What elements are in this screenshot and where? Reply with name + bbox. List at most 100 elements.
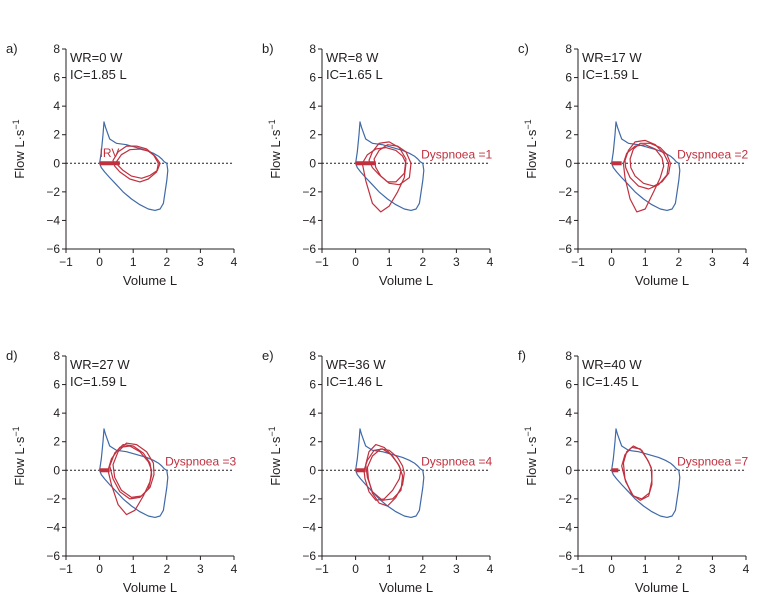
- y-tick-label: 6: [309, 71, 316, 85]
- y-tick-label: 0: [53, 156, 60, 170]
- y-tick-label: 8: [565, 42, 572, 56]
- x-axis-label: Volume L: [635, 580, 689, 595]
- y-tick-label: 2: [53, 128, 60, 142]
- maximal-flow-volume-loop: [99, 428, 169, 518]
- y-tick-label: −6: [46, 242, 60, 256]
- dyspnoea-label: Dyspnoea =1: [421, 147, 492, 161]
- y-axis-label: Flow L·s−1: [523, 426, 539, 485]
- y-axis-label: Flow L·s−1: [267, 119, 283, 178]
- x-tick-label: 1: [386, 255, 393, 269]
- panel-label: f): [518, 348, 526, 363]
- y-axis-label-text: Flow L·s: [12, 436, 27, 486]
- y-tick-label: 0: [309, 463, 316, 477]
- x-tick-label: 3: [453, 562, 460, 576]
- y-axis-label-superscript: −1: [267, 119, 277, 129]
- maximal-flow-volume-loop: [611, 121, 681, 211]
- x-tick-label: 4: [231, 562, 238, 576]
- dyspnoea-label: Dyspnoea =7: [677, 454, 748, 468]
- tidal-flow-volume-loop: [361, 147, 407, 213]
- x-tick-label: 4: [231, 255, 238, 269]
- y-tick-label: −6: [558, 549, 572, 563]
- y-tick-label: −2: [302, 185, 316, 199]
- y-tick-label: 0: [309, 156, 316, 170]
- x-tick-label: 2: [419, 562, 426, 576]
- y-tick-label: 6: [565, 71, 572, 85]
- x-tick-label: 1: [386, 562, 393, 576]
- x-tick-label: 2: [163, 255, 170, 269]
- tidal-flow-volume-loop: [107, 445, 153, 516]
- x-tick-label: 2: [675, 562, 682, 576]
- y-tick-label: −4: [302, 520, 316, 534]
- y-tick-label: −2: [302, 492, 316, 506]
- x-tick-label: 0: [96, 562, 103, 576]
- x-tick-label: 3: [197, 562, 204, 576]
- y-tick-label: 2: [309, 435, 316, 449]
- x-axis-label: Volume L: [379, 580, 433, 595]
- y-tick-label: 2: [53, 435, 60, 449]
- panel-annotation: WR=8 W: [326, 50, 379, 65]
- x-tick-label: 4: [743, 562, 750, 576]
- x-tick-label: 3: [709, 255, 716, 269]
- tidal-flow-volume-loop: [624, 139, 670, 190]
- panel-label: b): [262, 41, 274, 56]
- y-tick-label: −6: [302, 242, 316, 256]
- y-tick-label: −4: [558, 520, 572, 534]
- x-tick-label: −1: [315, 255, 329, 269]
- x-tick-label: 2: [675, 255, 682, 269]
- y-tick-label: 4: [309, 406, 316, 420]
- y-tick-label: −2: [46, 492, 60, 506]
- y-tick-label: −2: [558, 185, 572, 199]
- x-tick-label: 1: [642, 562, 649, 576]
- y-tick-label: 2: [309, 128, 316, 142]
- y-tick-label: 8: [309, 42, 316, 56]
- dyspnoea-label: Dyspnoea =4: [421, 454, 492, 468]
- x-tick-label: −1: [571, 562, 585, 576]
- x-tick-label: 2: [163, 562, 170, 576]
- y-tick-label: 0: [565, 156, 572, 170]
- panel-annotation: IC=1.59 L: [582, 67, 639, 82]
- y-tick-label: 4: [309, 99, 316, 113]
- x-tick-label: 4: [743, 255, 750, 269]
- y-tick-label: 6: [53, 378, 60, 392]
- x-tick-label: 1: [130, 562, 137, 576]
- y-tick-label: −6: [46, 549, 60, 563]
- y-axis-label-text: Flow L·s: [268, 129, 283, 179]
- y-tick-label: 0: [565, 463, 572, 477]
- x-tick-label: 3: [197, 255, 204, 269]
- x-tick-label: −1: [59, 255, 73, 269]
- y-axis-label-superscript: −1: [267, 426, 277, 436]
- panel-annotation: WR=36 W: [326, 357, 386, 372]
- irv-label: IRV: [100, 146, 120, 160]
- panel-annotation: IC=1.59 L: [70, 374, 127, 389]
- panel-annotation: IC=1.65 L: [326, 67, 383, 82]
- x-tick-label: 1: [130, 255, 137, 269]
- panel-annotation: WR=17 W: [582, 50, 642, 65]
- x-tick-label: −1: [59, 562, 73, 576]
- tidal-flow-volume-loop: [365, 444, 404, 501]
- panel-label: e): [262, 348, 274, 363]
- tidal-flow-volume-loop: [621, 446, 653, 500]
- x-tick-label: 4: [487, 255, 494, 269]
- y-tick-label: −6: [558, 242, 572, 256]
- x-axis-label: Volume L: [635, 273, 689, 288]
- y-tick-label: −2: [46, 185, 60, 199]
- maximal-flow-volume-loop: [99, 121, 169, 211]
- y-tick-label: 8: [53, 349, 60, 363]
- y-tick-label: 2: [565, 128, 572, 142]
- y-tick-label: −6: [302, 549, 316, 563]
- y-tick-label: 4: [53, 406, 60, 420]
- y-axis-label-text: Flow L·s: [268, 436, 283, 486]
- x-tick-label: 2: [419, 255, 426, 269]
- x-tick-label: 0: [352, 562, 359, 576]
- x-tick-label: 4: [487, 562, 494, 576]
- maximal-flow-volume-loop: [355, 121, 425, 211]
- x-axis-label: Volume L: [379, 273, 433, 288]
- y-axis-label-text: Flow L·s: [12, 129, 27, 179]
- x-tick-label: 1: [642, 255, 649, 269]
